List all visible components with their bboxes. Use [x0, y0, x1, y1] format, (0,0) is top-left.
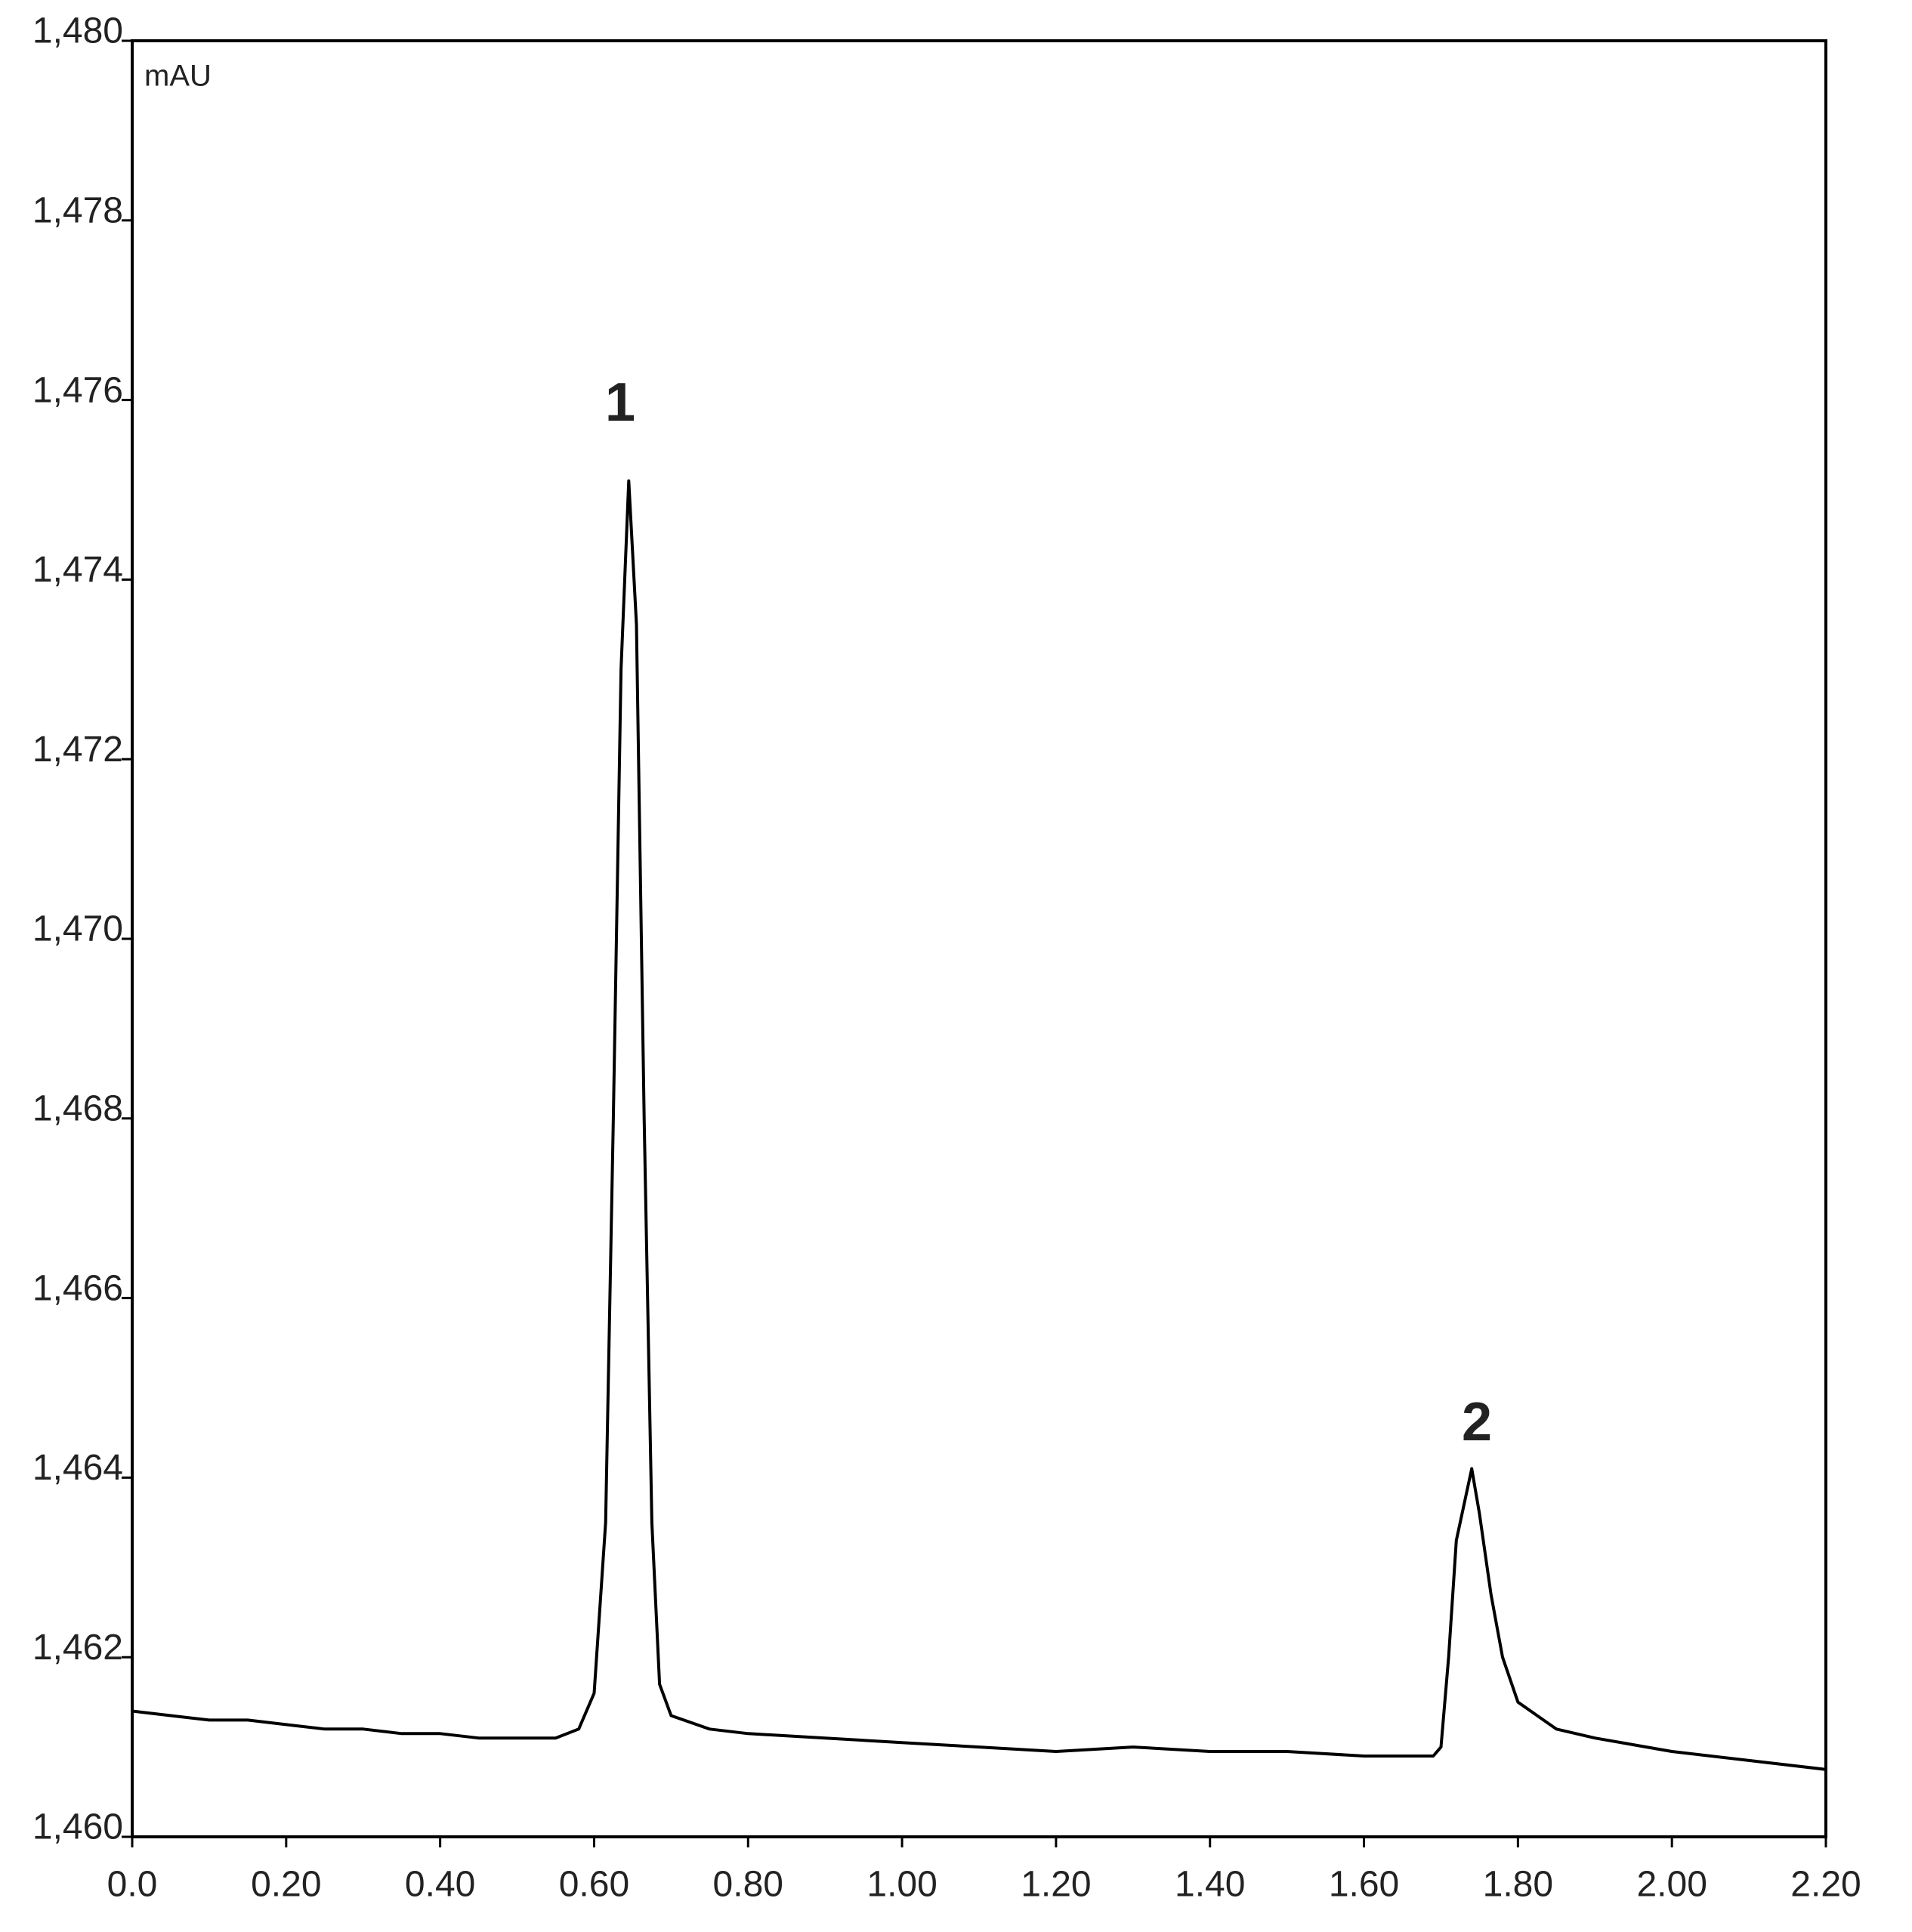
y-tick-label: 1,464: [32, 1448, 123, 1488]
y-tick-label: 1,476: [32, 370, 123, 410]
peak-label: 1: [605, 372, 635, 433]
x-tick-label: 1.00: [866, 1865, 937, 1905]
y-tick-label: 1,462: [32, 1628, 123, 1668]
y-axis-label: mAU: [144, 60, 212, 93]
x-tick-label: 1.20: [1021, 1865, 1091, 1905]
plot-frame: [131, 39, 1827, 1838]
signal-line: [131, 479, 1827, 1771]
peak-label: 2: [1462, 1392, 1492, 1452]
x-tick-label: 0.60: [559, 1865, 629, 1905]
y-tick-label: 1,474: [32, 550, 123, 590]
x-tick-label: 0.0: [107, 1865, 158, 1905]
x-tick-label: 2.20: [1790, 1865, 1861, 1905]
x-tick-label: 1.60: [1329, 1865, 1399, 1905]
x-tick-label: 0.40: [405, 1865, 475, 1905]
y-tick-label: 1,478: [32, 190, 123, 230]
y-tick-label: 1,470: [32, 909, 123, 949]
x-tick-label: 2.00: [1636, 1865, 1707, 1905]
y-tick-label: 1,460: [32, 1807, 123, 1847]
y-tick-label: 1,466: [32, 1268, 123, 1308]
x-tick-label: 1.80: [1483, 1865, 1553, 1905]
x-tick-label: 1.40: [1175, 1865, 1245, 1905]
y-tick-label: 1,468: [32, 1088, 123, 1128]
y-tick-label: 1,480: [32, 11, 123, 51]
x-tick-label: 0.20: [251, 1865, 321, 1905]
y-tick-label: 1,472: [32, 730, 123, 770]
x-tick-label: 0.80: [713, 1865, 783, 1905]
